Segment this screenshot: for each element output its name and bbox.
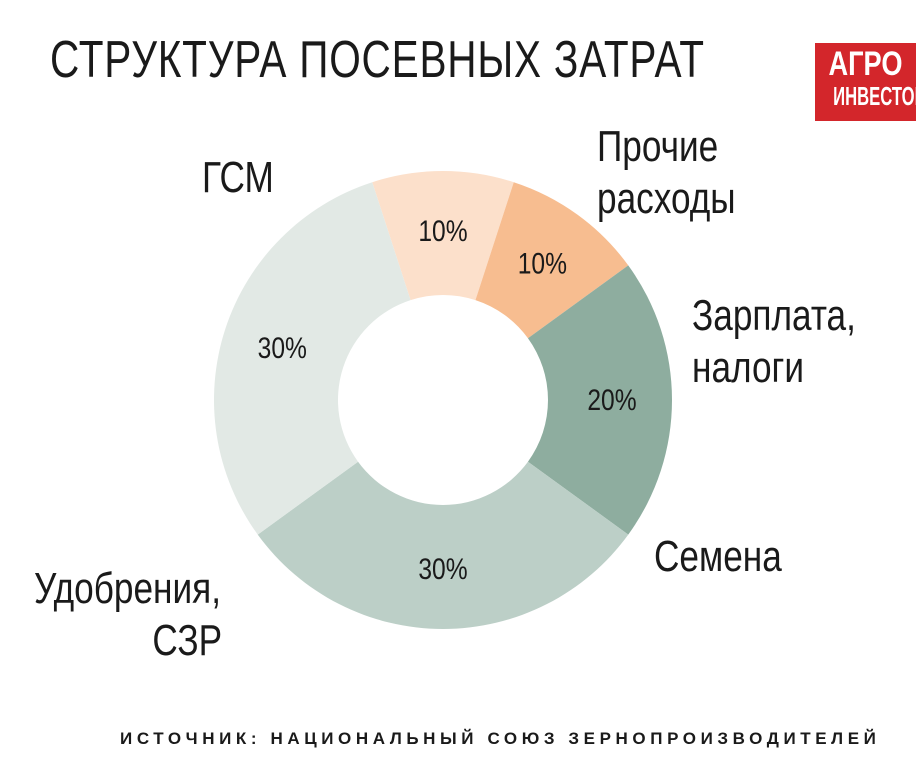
category-label-zarplata: Зарплата, налоги — [692, 290, 856, 394]
category-label-line: Прочие — [597, 122, 719, 171]
category-label-gsm: ГСМ — [202, 152, 274, 204]
donut-slice-semena — [527, 265, 672, 535]
donut-value-labels: 10% 10% 20% 30% 30% — [258, 214, 637, 586]
category-label-line: Семена — [654, 532, 782, 581]
donut-slice-udobreniya — [257, 461, 629, 630]
chart-title: СТРУКТУРА ПОСЕВНЫХ ЗАТРАТ — [50, 31, 705, 89]
logo-line-1: АГРО — [828, 45, 903, 83]
slice-value-label-gsm: 30% — [258, 330, 307, 364]
donut-slice-prochie — [372, 171, 514, 301]
agroinvestor-logo: АГРО ИНВЕСТОР — [815, 43, 916, 121]
donut-slice-gsm — [213, 182, 411, 535]
donut-slice-zarplata — [475, 182, 629, 339]
category-label-line: ГСМ — [202, 153, 274, 202]
category-label-udobreniya: Удобрения, СЗР — [34, 563, 222, 667]
category-label-line: Удобрения, — [34, 564, 221, 613]
source-note: ИСТОЧНИК: НАЦИОНАЛЬНЫЙ СОЮЗ ЗЕРНОПРОИЗВО… — [120, 729, 881, 748]
slice-value-label-zarplata: 10% — [518, 246, 567, 280]
slice-value-label-udobreniya: 30% — [418, 552, 467, 586]
category-label-line: СЗР — [152, 616, 223, 665]
slice-value-label-semena: 20% — [587, 383, 636, 417]
category-label-line: налоги — [692, 343, 805, 392]
category-label-prochie: Прочие расходы — [597, 121, 736, 225]
category-label-line: расходы — [597, 174, 736, 223]
slice-value-label-prochie: 10% — [418, 214, 467, 248]
category-label-line: Зарплата, — [692, 291, 856, 340]
donut-slices — [213, 171, 672, 630]
category-label-semena: Семена — [654, 531, 782, 583]
